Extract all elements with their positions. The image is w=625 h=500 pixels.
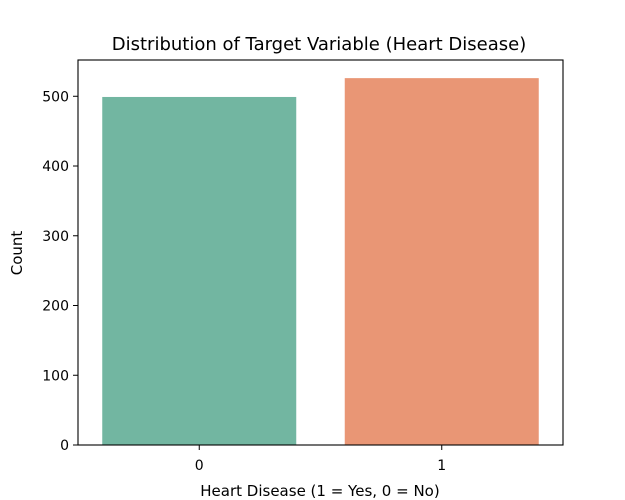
plot-frame	[77, 59, 564, 446]
y-tick-label-500: 500	[42, 89, 69, 105]
y-tick-label-300: 300	[42, 229, 69, 245]
bar-0	[102, 96, 297, 445]
x-tick-label-1: 1	[437, 458, 446, 474]
bar-1	[344, 78, 539, 445]
y-tick-label-200: 200	[42, 299, 69, 315]
y-axis-label: Count	[8, 231, 26, 276]
x-tick-label-0: 0	[195, 458, 204, 474]
y-tick-label-0: 0	[60, 438, 69, 454]
x-axis-label: Heart Disease (1 = Yes, 0 = No)	[200, 482, 439, 500]
bars-group	[102, 78, 539, 445]
chart-title: Distribution of Target Variable (Heart D…	[112, 34, 526, 55]
y-tick-label-100: 100	[42, 368, 69, 384]
y-axis-ticks: 0 100 200 300 400 500	[42, 89, 78, 454]
y-tick-label-400: 400	[42, 159, 69, 175]
